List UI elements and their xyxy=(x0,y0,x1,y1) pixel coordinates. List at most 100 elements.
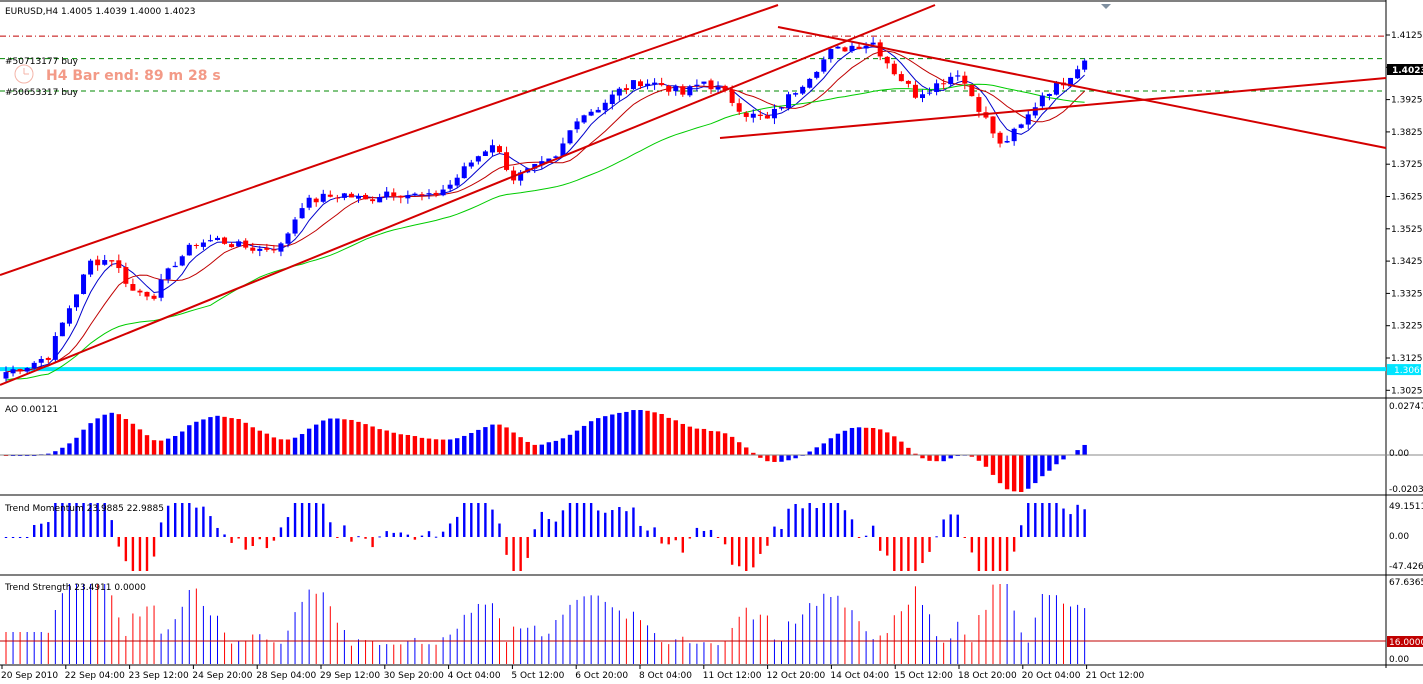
ao-bar xyxy=(321,420,326,455)
candle-body xyxy=(1018,124,1024,128)
candle-body xyxy=(870,42,876,45)
momentum-bar xyxy=(780,529,783,537)
ao-bar xyxy=(46,453,51,455)
candle-body xyxy=(891,63,897,75)
candle-body xyxy=(588,111,594,116)
momentum-bar xyxy=(237,537,240,539)
ao-bar xyxy=(201,419,206,455)
trend-momentum-title: Trend Momentum 23.9885 22.9885 xyxy=(4,504,164,514)
ao-bar xyxy=(701,428,707,455)
momentum-bar xyxy=(364,537,367,539)
momentum-bar xyxy=(448,523,452,537)
candle-body xyxy=(123,267,129,284)
time-tick-label: 20 Sep 2010 xyxy=(1,671,58,681)
ao-bar xyxy=(328,418,333,455)
candle-body xyxy=(320,193,326,202)
ao-bar xyxy=(349,419,354,455)
momentum-bar xyxy=(110,520,113,537)
candle-body xyxy=(24,368,30,372)
ma-fast-line xyxy=(5,46,1085,373)
ao-bar xyxy=(455,438,460,455)
price-tick-label: 1.3125 xyxy=(1391,354,1423,364)
candle-body xyxy=(461,166,467,179)
momentum-bar xyxy=(646,530,649,537)
candle-body xyxy=(898,74,904,82)
momentum-bar xyxy=(413,537,417,540)
candle-body xyxy=(440,189,446,196)
candle-body xyxy=(17,368,23,372)
candle-body xyxy=(764,115,770,119)
ao-bar xyxy=(1047,455,1052,471)
candle-body xyxy=(377,197,383,203)
momentum-bar xyxy=(829,503,833,537)
ao-bar xyxy=(497,424,502,455)
ao-bar xyxy=(694,428,700,455)
momentum-bar xyxy=(392,532,395,537)
momentum-bar xyxy=(441,531,445,537)
momentum-bar xyxy=(1005,537,1009,571)
momentum-bar xyxy=(625,511,628,537)
ao-bar xyxy=(208,417,213,455)
ao-bar xyxy=(751,452,756,455)
ao-bar xyxy=(638,410,643,455)
candle-body xyxy=(327,194,333,197)
momentum-bar xyxy=(322,503,325,537)
candle-body xyxy=(546,158,552,163)
candle-body xyxy=(976,97,982,112)
momentum-bar xyxy=(357,536,360,538)
ao-bar xyxy=(264,433,270,455)
ao-bar xyxy=(976,455,982,461)
momentum-bar xyxy=(1055,503,1058,537)
ao-bar xyxy=(504,427,509,455)
trendline xyxy=(777,26,1387,149)
candle-body xyxy=(927,92,933,94)
ao-bar xyxy=(546,442,552,455)
momentum-bar xyxy=(752,537,755,568)
momentum-bar xyxy=(956,514,959,537)
ao-bar xyxy=(144,435,150,455)
momentum-bar xyxy=(89,503,92,537)
candle-body xyxy=(215,237,220,241)
candle-body xyxy=(384,191,390,198)
momentum-bar xyxy=(554,521,558,537)
strength-level-label: 16.0000 xyxy=(1389,638,1423,648)
ao-bar xyxy=(158,440,164,455)
ao-bar xyxy=(673,420,678,455)
ao-bar xyxy=(180,431,185,455)
ao-bar xyxy=(744,447,749,455)
candle-body xyxy=(750,113,756,118)
momentum-bar xyxy=(463,503,466,537)
candle-body xyxy=(66,308,72,324)
ao-bar xyxy=(779,455,784,462)
momentum-bar xyxy=(33,524,36,537)
momentum-bar xyxy=(921,537,924,564)
candle-body xyxy=(31,362,37,369)
candle-body xyxy=(81,274,87,294)
candle-body xyxy=(285,233,291,244)
ao-bar xyxy=(997,455,1003,484)
momentum-bar xyxy=(575,503,579,537)
momentum-bar xyxy=(667,537,670,545)
indicator-tick-label: 67.6365 xyxy=(1389,578,1423,588)
time-tick-label: 22 Sep 04:00 xyxy=(65,671,125,681)
candle-body xyxy=(130,284,136,291)
momentum-bar xyxy=(505,537,508,555)
candle-body xyxy=(405,195,411,199)
momentum-bar xyxy=(759,537,762,554)
candle-body xyxy=(370,199,376,202)
candle-body xyxy=(616,88,622,96)
candle-body xyxy=(356,196,361,199)
momentum-bar xyxy=(195,507,198,537)
ao-bar xyxy=(715,431,721,455)
candle-body xyxy=(334,197,340,199)
ao-bar xyxy=(786,455,791,461)
momentum-bar xyxy=(188,503,191,537)
momentum-bar xyxy=(470,503,473,537)
ao-bar xyxy=(95,418,100,455)
momentum-bar xyxy=(519,537,522,571)
momentum-bar xyxy=(695,527,699,537)
ao-bar xyxy=(490,424,495,455)
candle-body xyxy=(1025,114,1031,125)
